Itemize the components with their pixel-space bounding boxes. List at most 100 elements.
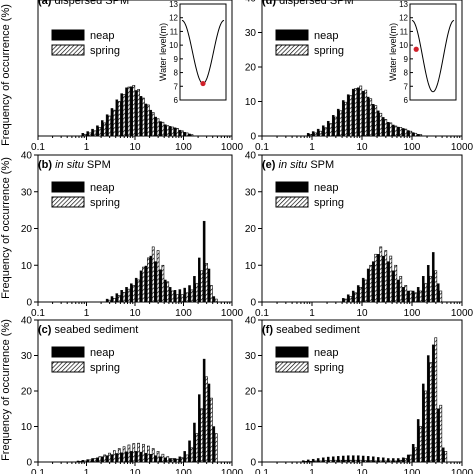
panel-title: (c) seabed sediment bbox=[38, 324, 138, 336]
bar-neap bbox=[168, 287, 172, 303]
x-tick-label: 100 bbox=[175, 468, 192, 474]
bar-spring bbox=[349, 459, 353, 463]
bar-spring bbox=[329, 460, 333, 463]
x-tick-label: 1000 bbox=[221, 468, 244, 474]
bar-spring bbox=[424, 390, 428, 463]
bar-spring bbox=[364, 89, 368, 137]
bar-neap bbox=[371, 261, 375, 303]
y-tick-label: 30 bbox=[21, 187, 33, 198]
bar-neap bbox=[115, 453, 119, 463]
bar-spring bbox=[214, 298, 218, 303]
bar-neap bbox=[91, 128, 94, 137]
panel-title: (a) dispersed SPM bbox=[38, 0, 129, 7]
panel-title-text: dispersed SPM bbox=[55, 0, 130, 7]
panel-title-text: SPM bbox=[87, 159, 111, 171]
legend-label-neap: neap bbox=[90, 182, 114, 194]
x-tick-label: 100 bbox=[404, 308, 421, 319]
inset-y-tick-label: 10 bbox=[169, 41, 178, 50]
bar-spring bbox=[142, 97, 145, 137]
bar-spring bbox=[142, 443, 145, 463]
bar-neap bbox=[416, 134, 420, 137]
bar-neap bbox=[183, 132, 186, 137]
y-tick-label: 10 bbox=[245, 97, 257, 108]
bar-neap bbox=[105, 298, 109, 303]
bar-neap bbox=[105, 114, 109, 137]
x-tick-label: 1 bbox=[84, 308, 90, 319]
bar-neap bbox=[125, 451, 128, 463]
bar-spring bbox=[146, 445, 150, 463]
bar-spring bbox=[113, 109, 116, 137]
y-tick-label: 0 bbox=[250, 458, 256, 469]
bar-spring bbox=[394, 125, 398, 137]
bar-neap bbox=[341, 100, 345, 137]
panel-letter: (c) bbox=[38, 324, 52, 336]
bar-spring bbox=[409, 454, 413, 463]
bar-neap bbox=[386, 261, 390, 303]
bar-spring bbox=[117, 448, 121, 463]
inset-y-axis-label: Water level(m) bbox=[158, 23, 168, 81]
legend-label-spring: spring bbox=[90, 45, 120, 57]
bar-spring bbox=[127, 288, 131, 303]
panel-letter: (e) bbox=[262, 159, 276, 171]
bar-neap bbox=[193, 422, 196, 463]
x-tick-label: 0.1 bbox=[31, 142, 45, 153]
inset-y-tick-label: 7 bbox=[174, 82, 179, 91]
bar-spring bbox=[185, 292, 189, 303]
x-tick-label: 10 bbox=[356, 468, 368, 474]
x-tick-label: 1 bbox=[309, 468, 315, 474]
bar-neap bbox=[426, 355, 430, 463]
legend-swatch-neap bbox=[275, 29, 309, 41]
bar-spring bbox=[127, 444, 131, 463]
bar-neap bbox=[139, 270, 143, 303]
bar-spring bbox=[176, 294, 179, 303]
bar-neap bbox=[81, 460, 85, 463]
bar-neap bbox=[101, 456, 104, 463]
legend-swatch-neap bbox=[275, 346, 309, 358]
legend-label-spring: spring bbox=[314, 45, 344, 57]
x-tick-label: 0.1 bbox=[255, 142, 269, 153]
x-tick-label: 10 bbox=[129, 468, 141, 474]
legend-label-neap: neap bbox=[314, 182, 338, 194]
bar-neap bbox=[188, 133, 191, 137]
y-tick-label: 40 bbox=[21, 151, 33, 162]
bar-spring bbox=[349, 296, 353, 303]
bar-neap bbox=[81, 133, 85, 137]
bar-neap bbox=[361, 90, 365, 137]
bar-neap bbox=[159, 269, 162, 303]
bar-neap bbox=[431, 252, 435, 303]
bar-neap bbox=[411, 132, 415, 137]
legend-label-neap: neap bbox=[90, 347, 114, 359]
bar-spring bbox=[200, 270, 204, 303]
chart-panel-e: 0.1 1 10 100 1000 0 10 20 30 40 (e) in situ SPM nea… bbox=[245, 151, 474, 320]
bar-spring bbox=[142, 266, 145, 303]
bar-neap bbox=[178, 129, 182, 137]
bar-neap bbox=[391, 124, 395, 137]
y-tick-label: 20 bbox=[21, 387, 33, 398]
bar-spring bbox=[334, 459, 338, 463]
bar-spring bbox=[319, 130, 323, 137]
y-tick-label: 0 bbox=[250, 132, 256, 143]
inset-current-level-marker bbox=[413, 46, 419, 52]
bar-neap bbox=[173, 127, 177, 137]
bar-spring bbox=[389, 255, 393, 303]
bar-neap bbox=[144, 265, 148, 303]
bar-spring bbox=[369, 460, 373, 463]
inset-frame bbox=[409, 3, 457, 101]
bar-spring bbox=[122, 292, 126, 303]
x-tick-label: 1 bbox=[84, 468, 90, 474]
bar-spring bbox=[414, 292, 418, 303]
bar-spring bbox=[113, 298, 116, 303]
legend-swatch-spring bbox=[275, 196, 309, 208]
bar-neap bbox=[86, 131, 89, 137]
legend-label-neap: neap bbox=[314, 30, 338, 42]
inset-y-tick-label: 13 bbox=[169, 0, 178, 9]
bar-spring bbox=[384, 119, 388, 137]
bar-spring bbox=[190, 289, 194, 303]
x-tick-label: 1 bbox=[309, 308, 315, 319]
panel-title-text: seabed sediment bbox=[55, 324, 139, 336]
bar-spring bbox=[404, 285, 408, 303]
bar-spring bbox=[309, 133, 313, 137]
bar-spring bbox=[339, 110, 343, 137]
x-tick-label: 1000 bbox=[451, 142, 474, 153]
inset-y-tick-label: 9 bbox=[404, 55, 409, 64]
